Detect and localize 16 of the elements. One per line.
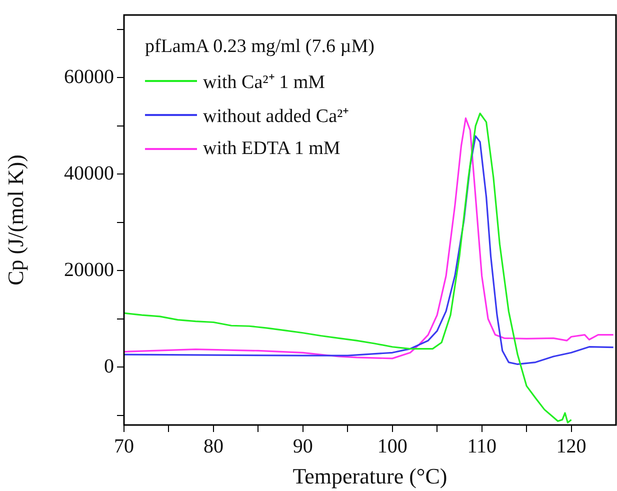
legend-label: with EDTA 1 mM	[203, 138, 340, 160]
x-tick-label: 120	[556, 435, 586, 458]
y-tick-label: 40000	[64, 162, 114, 184]
legend-label: without added Ca²⁺	[203, 105, 349, 128]
annotation: pfLamA 0.23 mg/ml (7.6 µM)	[145, 35, 374, 59]
y-tick-label: 0	[104, 355, 114, 378]
x-tick-label: 80	[203, 435, 224, 458]
x-tick-label: 110	[467, 435, 496, 458]
x-tick-label: 100	[377, 435, 408, 458]
y-axis-title: Cp (J/(mol K))	[2, 154, 28, 286]
legend-label: with Ca²⁺ 1 mM	[203, 71, 326, 94]
x-tick-label: 90	[292, 435, 313, 458]
x-tick-label: 70	[114, 435, 134, 458]
y-tick-label: 20000	[64, 258, 114, 281]
y-tick-label: 60000	[64, 66, 114, 88]
x-axis-title: Temperature (°C)	[292, 464, 448, 489]
